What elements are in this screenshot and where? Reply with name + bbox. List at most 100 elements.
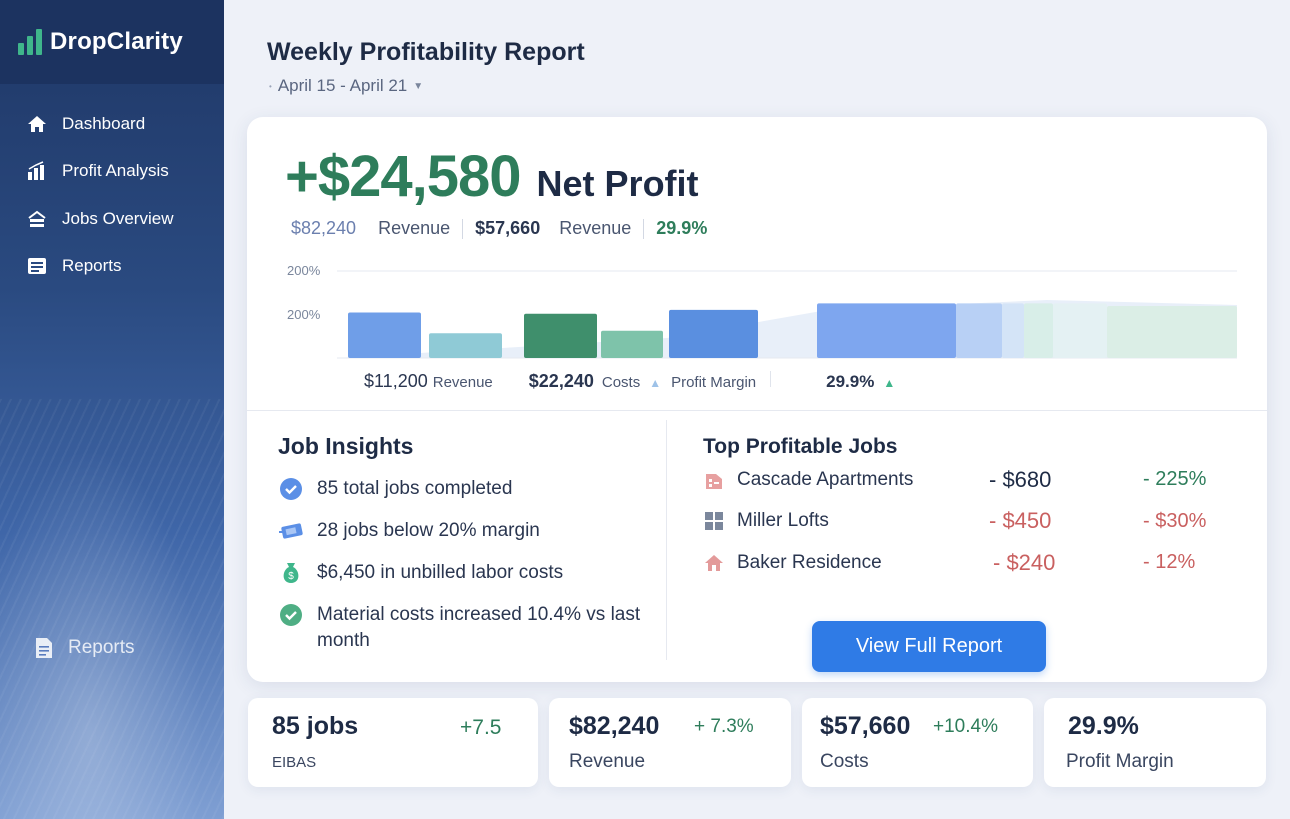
job-insights: Job Insights 85 total jobs completed 28 … [278,433,658,654]
sidebar-item-dashboard[interactable]: Dashboard [0,100,224,148]
document-icon [34,636,56,660]
grid-building-icon [703,510,725,532]
job-row[interactable]: Baker Residence - $240 - 12% [703,542,1243,584]
job-percent: - $30% [1143,509,1207,532]
chart-bar [601,330,663,358]
sidebar-item-jobs-overview[interactable]: Jobs Overview [0,195,224,243]
sidebar-bottom-label: Reports [68,637,135,658]
stat-card-jobs[interactable]: 85 jobs +7.5 EIBAS [248,698,538,787]
legend-costs-label: Costs [601,374,641,391]
money-card-icon [278,518,304,544]
insight-item: 85 total jobs completed [278,476,658,502]
top-profitable-jobs: Top Profitable Jobs Cascade Apartments -… [703,435,1243,584]
insight-item: 28 jobs below 20% margin [278,518,658,544]
stat-card-costs[interactable]: $57,660 +10.4% Costs [802,698,1033,787]
top-jobs-title: Top Profitable Jobs [703,435,898,458]
y-tick-label-mid: 200% [287,307,321,322]
divider [770,371,772,387]
building-icon [703,469,725,491]
chart-bar [669,309,758,358]
job-name: Miller Lofts [737,510,829,532]
chart-bar [1002,303,1024,358]
sidebar-item-profit-analysis[interactable]: Profit Analysis [0,148,224,196]
sidebar-item-label: Profit Analysis [62,161,169,181]
sidebar-item-label: Jobs Overview [62,208,174,228]
chart-bar [1024,303,1053,358]
legend-revenue-value: $11,200 [364,371,428,391]
main-content: Weekly Profitability Report • April 15 -… [224,0,1290,819]
sidebar-item-reports[interactable]: Reports [0,243,224,291]
triangle-up-icon: ▲ [883,376,896,390]
job-percent: - 12% [1143,551,1196,574]
stat-value: 85 jobs [272,712,359,740]
profit-chart: 200% 200% [287,263,1237,359]
chart-bar [1053,303,1107,358]
insight-text: Material costs increased 10.4% vs last m… [317,604,641,651]
stat-change: + 7.3% [694,716,754,737]
sidebar-nav: Dashboard Profit Analysis Jobs Overview … [0,100,224,290]
job-amount: - $680 [989,466,1052,492]
jobs-icon [26,208,48,230]
stat-value: 29.9% [1068,712,1139,740]
summary-second-value: $57,660 [475,218,541,238]
job-name: Cascade Apartments [737,468,914,490]
sidebar-item-reports-bottom[interactable]: Reports [0,628,224,668]
job-row[interactable]: Miller Lofts - $450 - $30% [703,501,1243,543]
page-title: Weekly Profitability Report [267,38,585,66]
column-divider [666,420,667,660]
summary-second-label: Revenue [559,218,632,238]
stat-label: Costs [820,751,869,772]
job-insights-title: Job Insights [278,433,414,459]
report-card: +$24,580 Net Profit $82,240 Revenue $57,… [247,117,1267,682]
sidebar-item-label: Reports [62,256,122,276]
insight-text: 85 total jobs completed [317,478,513,499]
stat-value: $57,660 [820,712,911,740]
job-amount: - $450 [989,508,1052,534]
house-icon [703,552,725,574]
sidebar: DropClarity Dashboard Profit Analysis Jo… [0,0,224,819]
y-tick-label-top: 200% [287,263,321,278]
job-name: Baker Residence [737,551,882,573]
check-circle-icon [278,476,304,502]
stat-card-profit-margin[interactable]: 29.9% Profit Margin [1044,698,1266,787]
chart-bar [1107,306,1237,358]
summary-revenue-value: $82,240 [291,218,357,238]
reports-icon [26,255,48,277]
date-range-selector[interactable]: • April 15 - April 21 ▼ [269,76,423,96]
home-icon [26,113,48,135]
insight-item: Material costs increased 10.4% vs last m… [278,602,658,654]
net-profit-value: +$24,580 [285,144,522,209]
chart-bar [429,333,502,358]
divider [643,218,645,239]
summary-row: $82,240 Revenue $57,660 Revenue 29.9% [291,218,707,239]
brand[interactable]: DropClarity [0,0,224,84]
date-range-label: April 15 - April 21 [277,76,408,95]
legend-costs-value: $22,240 [528,371,594,391]
chart-bar [348,312,421,358]
stat-value: $82,240 [569,712,660,740]
chart-bar [524,313,597,358]
chart-bar [956,303,1002,358]
summary-revenue-label: Revenue [378,218,451,238]
job-amount: - $240 [993,549,1056,575]
job-row[interactable]: Cascade Apartments - $680 - 225% [703,459,1243,501]
job-percent: - 225% [1143,468,1207,491]
stat-label: EIBAS [272,754,317,771]
triangle-up-icon: ▲ [649,376,662,390]
view-full-report-button[interactable]: View Full Report [812,621,1046,672]
stat-card-revenue[interactable]: $82,240 + 7.3% Revenue [549,698,791,787]
stat-label: Revenue [569,751,646,772]
legend-margin-value: 29.9% [826,372,875,391]
date-bullet-icon: • [269,81,272,91]
chevron-down-icon: ▼ [413,80,424,92]
stat-change: +7.5 [460,716,502,739]
insight-text: $6,450 in unbilled labor costs [317,562,564,583]
bar-chart-icon [26,160,48,182]
chart-legend: $11,200 Revenue $22,240 Costs ▲ Profit M… [364,371,1224,392]
check-circle-green-icon [278,602,304,628]
svg-text:$: $ [288,571,294,582]
net-profit-label: Net Profit [536,163,699,204]
insight-text: 28 jobs below 20% margin [317,520,540,541]
stat-label: Profit Margin [1066,751,1174,772]
divider [462,218,464,239]
